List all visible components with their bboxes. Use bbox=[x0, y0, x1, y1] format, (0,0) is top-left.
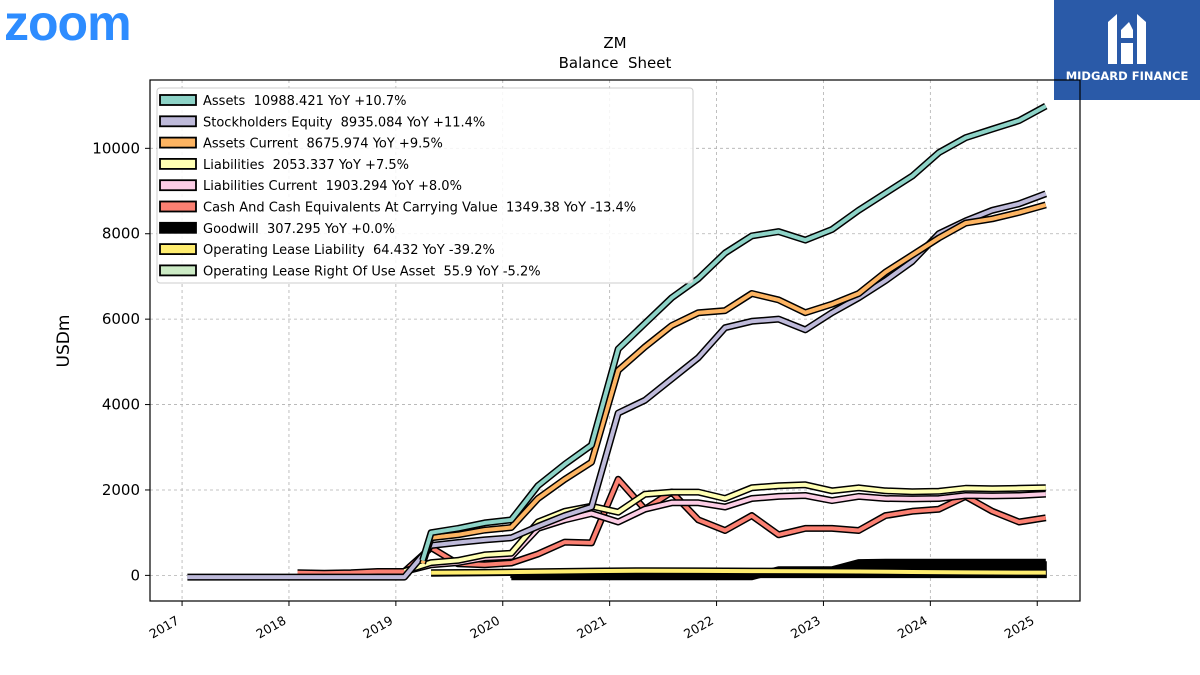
y-tick-label: 2000 bbox=[102, 481, 140, 499]
y-tick-label: 10000 bbox=[92, 139, 140, 157]
series-line bbox=[403, 482, 1046, 574]
legend-frame bbox=[156, 87, 694, 284]
midgard-finance-logo: MIDGARD FINANCE bbox=[1054, 0, 1200, 100]
legend-swatch bbox=[159, 243, 197, 256]
series-line bbox=[420, 202, 1047, 565]
legend-swatch bbox=[159, 200, 197, 213]
legend-swatch bbox=[159, 136, 197, 149]
plot-frame bbox=[149, 79, 1081, 602]
legend-label: Assets 10988.421 YoY +10.7% bbox=[203, 94, 406, 109]
legend-swatch bbox=[159, 115, 197, 128]
legend-label: Stockholders Equity 8935.084 YoY +11.4% bbox=[203, 115, 485, 130]
legend-swatch bbox=[159, 221, 197, 234]
x-tick-label: 2024 bbox=[895, 613, 930, 642]
series-assets bbox=[419, 103, 1048, 562]
midgard-monogram-icon bbox=[1108, 14, 1146, 64]
y-tick-label: 4000 bbox=[102, 396, 140, 414]
series-line bbox=[431, 568, 1046, 575]
x-tick-label: 2019 bbox=[360, 613, 395, 642]
legend-label: Goodwill 307.295 YoY +0.0% bbox=[203, 222, 395, 237]
series-liabilities bbox=[403, 481, 1046, 575]
y-axis-label: USDm bbox=[54, 315, 74, 368]
legend-swatch bbox=[159, 179, 197, 192]
legend-swatch bbox=[159, 94, 197, 106]
y-tick-label: 6000 bbox=[102, 310, 140, 328]
y-tick-label: 0 bbox=[130, 566, 140, 584]
zoom-logo: zoom bbox=[4, 0, 132, 51]
x-tick-label: 2023 bbox=[788, 613, 823, 642]
series-assets-current bbox=[419, 201, 1047, 565]
chart-title: ZM bbox=[603, 34, 626, 52]
legend-label: Cash And Cash Equivalents At Carrying Va… bbox=[203, 201, 636, 216]
x-tick-label: 2017 bbox=[147, 613, 182, 642]
series-line bbox=[420, 104, 1047, 561]
chart-subtitle: Balance Sheet bbox=[559, 54, 672, 72]
series-operating-lease-liability bbox=[431, 567, 1046, 577]
series-layer bbox=[187, 103, 1048, 581]
legend-swatch bbox=[159, 157, 197, 170]
x-tick-label: 2025 bbox=[1002, 613, 1037, 642]
legend-label: Operating Lease Liability 64.432 YoY -39… bbox=[203, 243, 495, 258]
x-tick-label: 2020 bbox=[467, 613, 502, 642]
x-tick-label: 2022 bbox=[681, 613, 716, 642]
legend-label: Liabilities Current 1903.294 YoY +8.0% bbox=[203, 179, 462, 194]
brand-name: MIDGARD FINANCE bbox=[1065, 69, 1189, 83]
legend-label: Operating Lease Right Of Use Asset 55.9 … bbox=[203, 264, 541, 279]
y-tick-label: 8000 bbox=[102, 225, 140, 243]
legend-swatch bbox=[159, 264, 197, 277]
x-tick-label: 2021 bbox=[574, 613, 609, 642]
x-tick-label: 2018 bbox=[253, 613, 288, 642]
legend: Assets 10988.421 YoY +10.7% Stockholders … bbox=[156, 87, 694, 284]
legend-label: Liabilities 2053.337 YoY +7.5% bbox=[203, 158, 409, 173]
legend-label: Assets Current 8675.974 YoY +9.5% bbox=[203, 137, 443, 152]
